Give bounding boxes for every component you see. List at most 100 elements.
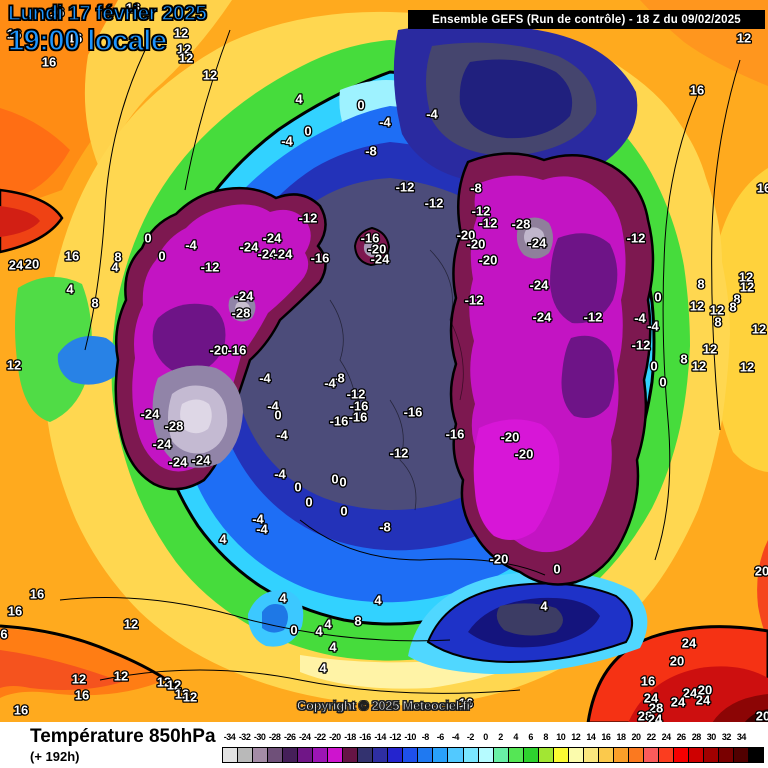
east-pool-purple-2 <box>561 335 615 419</box>
temp-label: 8 <box>729 300 736 315</box>
temp-label: -12 <box>390 446 409 461</box>
temp-label: -28 <box>512 217 531 232</box>
colorbar-value: 6 <box>528 732 533 742</box>
colorbar-cell <box>628 748 644 762</box>
temp-label: 0 <box>339 475 346 490</box>
temp-label: 4 <box>219 532 227 547</box>
temp-label: 4 <box>111 260 119 275</box>
temp-label: 16 <box>126 1 140 16</box>
temp-label: 4 <box>324 617 332 632</box>
temp-label: 0 <box>357 98 364 113</box>
temp-label: 16 <box>7 27 21 42</box>
colorbar-value: 0 <box>483 732 488 742</box>
temp-label: -20 <box>210 343 229 358</box>
colorbar-cell <box>403 748 419 762</box>
temp-label: 12 <box>203 68 217 83</box>
temp-label: -24 <box>141 407 161 422</box>
temp-label: -24 <box>240 240 260 255</box>
temp-label: 20 <box>756 709 768 724</box>
polar-oval-core <box>363 239 380 257</box>
colorbar-cell <box>658 748 674 762</box>
colorbar-cell <box>238 748 254 762</box>
temp-label: -8 <box>470 181 482 196</box>
colorbar-cell <box>298 748 314 762</box>
temp-label: 0 <box>274 408 281 423</box>
temp-label: 12 <box>124 617 138 632</box>
temp-label: 12 <box>703 342 717 357</box>
temp-label: -8 <box>365 144 377 159</box>
temp-label: 4 <box>374 593 382 608</box>
model-header-bar: Ensemble GEFS (Run de contrôle) - 18 Z d… <box>408 10 765 29</box>
temp-label: -12 <box>465 293 484 308</box>
temp-label: -20 <box>479 253 498 268</box>
colorbar-value: -8 <box>421 732 430 742</box>
temp-label: 4 <box>315 624 323 639</box>
colorbar-cell <box>343 748 359 762</box>
colorbar-value: 30 <box>706 732 717 742</box>
temp-label: 12 <box>157 675 171 690</box>
colorbar-value: 28 <box>691 732 702 742</box>
colorbar-value: -26 <box>283 732 296 742</box>
temp-label: -4 <box>259 371 271 386</box>
temp-label: -24 <box>533 310 553 325</box>
temp-label: -8 <box>333 371 345 386</box>
colorbar-cell <box>283 748 299 762</box>
temp-label: -24 <box>528 236 548 251</box>
temp-label: 12 <box>740 280 754 295</box>
temp-label: 12 <box>177 42 191 57</box>
temp-label: -12 <box>425 196 444 211</box>
temp-label: 0 <box>304 124 311 139</box>
colorbar-cell <box>673 748 689 762</box>
temp-label: -28 <box>165 419 184 434</box>
temp-label: -20 <box>457 228 476 243</box>
temp-label: 16 <box>50 5 64 20</box>
temp-label: 12 <box>740 360 754 375</box>
temp-label: -4 <box>276 428 288 443</box>
temp-label: -4 <box>426 107 438 122</box>
temp-label: 20 <box>755 564 768 579</box>
temp-label: 16 <box>65 249 79 264</box>
temp-label: 16 <box>75 688 89 703</box>
temp-label: 8 <box>733 292 740 307</box>
temp-label: 12 <box>737 31 751 46</box>
temp-label: 16 <box>68 31 82 46</box>
temp-label: 24 <box>9 258 24 273</box>
legend-footer: Température 850hPa (+ 192h) -34 -32 -30 -28… <box>0 722 768 768</box>
colorbar-value: -32 <box>238 732 251 742</box>
temp-label: 0 <box>553 562 560 577</box>
colorbar-cell <box>373 748 389 762</box>
colorbar-cell <box>704 748 720 762</box>
temp-label: -16 <box>228 343 247 358</box>
east-pool-purple-1 <box>550 233 618 324</box>
temp-label: 24 <box>696 693 711 708</box>
contour-lines <box>0 29 741 694</box>
temp-label: 0 <box>294 480 301 495</box>
temp-label: -16 <box>349 410 368 425</box>
temp-label: 4 <box>66 282 74 297</box>
colorbar-value: -4 <box>451 732 460 742</box>
colorbar-value: -2 <box>466 732 475 742</box>
temp-label: 16 <box>641 674 655 689</box>
temp-label: 4 <box>319 661 327 676</box>
colorbar-cell <box>598 748 614 762</box>
temp-label: -12 <box>396 180 415 195</box>
temp-label: 0 <box>659 375 666 390</box>
temp-label: -4 <box>634 311 646 326</box>
colorbar-value: -22 <box>314 732 326 742</box>
temp-label: -16 <box>311 251 330 266</box>
temp-label: -16 <box>446 427 465 442</box>
colorbar-value: -6 <box>436 732 445 742</box>
colorbar-cell <box>433 748 449 762</box>
temp-label: 16 <box>8 604 22 619</box>
valid-time: 19:00 locale <box>7 24 167 57</box>
colorbar-cell <box>388 748 404 762</box>
temp-label: 28 <box>638 709 652 724</box>
temp-label: -24 <box>274 247 294 262</box>
colorbar-cell <box>493 748 509 762</box>
temp-label: 12 <box>690 299 704 314</box>
colorbar-cell <box>643 748 659 762</box>
temp-label: 12 <box>739 270 753 285</box>
temp-label: -12 <box>632 338 651 353</box>
temp-label: -16 <box>330 414 349 429</box>
colorbar-cell <box>734 748 750 762</box>
